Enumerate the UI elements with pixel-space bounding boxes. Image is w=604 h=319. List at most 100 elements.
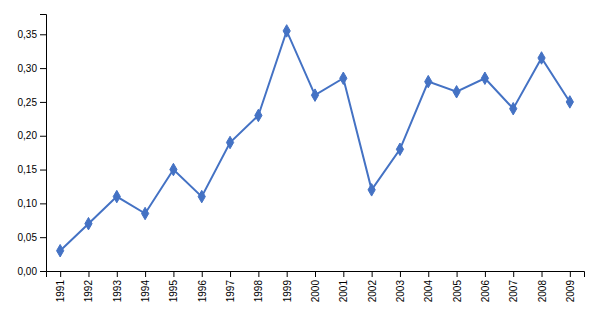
x-tick-label: 2008 — [537, 280, 548, 303]
y-tick-mark — [40, 271, 46, 272]
point — [283, 25, 290, 37]
x-tick: 1996 — [197, 271, 208, 302]
x-tick-mark — [513, 271, 514, 277]
x-tick-mark — [315, 271, 316, 277]
point — [57, 244, 64, 256]
point — [481, 72, 488, 84]
y-axis: 0,00 0,05 0,10 0,15 0,20 0,25 0,30 0,35 — [18, 15, 47, 277]
y-tick: 0,10 — [18, 198, 46, 209]
x-tick: 2008 — [537, 271, 548, 302]
x-tick: 1992 — [83, 271, 94, 302]
x-tick: 2007 — [508, 271, 519, 302]
x-tick-mark — [258, 271, 259, 277]
point — [198, 190, 205, 202]
y-tick: 0,20 — [18, 130, 46, 141]
x-tick-mark — [343, 271, 344, 277]
x-tick-mark — [400, 271, 401, 277]
x-tick-label: 1991 — [55, 280, 66, 303]
series — [57, 25, 574, 257]
y-tick: 0,15 — [18, 164, 46, 175]
y-tick-mark — [40, 102, 46, 103]
x-tick-label: 1994 — [140, 280, 151, 303]
x-tick: 1991 — [55, 271, 66, 302]
y-tick-label: 0,35 — [18, 29, 38, 40]
x-tick-mark — [173, 271, 174, 277]
x-tick-mark — [60, 271, 61, 277]
x-tick-label: 1992 — [83, 280, 94, 303]
x-axis: 1991 1992 1993 1994 1995 1996 1997 1998 1999 2000… — [47, 271, 585, 302]
x-tick: 2000 — [310, 271, 321, 302]
x-tick: 2002 — [367, 271, 378, 302]
x-tick-label: 1998 — [253, 280, 264, 303]
x-tick-label: 1999 — [282, 280, 293, 303]
point — [340, 72, 347, 84]
x-tick: 2006 — [480, 271, 491, 302]
x-tick-label: 1997 — [225, 280, 236, 303]
x-tick-label: 1995 — [168, 280, 179, 303]
y-tick-mark — [40, 68, 46, 69]
x-tick: 2003 — [395, 271, 406, 302]
x-tick: 2001 — [338, 271, 349, 302]
x-tick-label: 2000 — [310, 280, 321, 303]
y-tick-label: 0,05 — [18, 232, 38, 243]
x-tick-mark — [202, 271, 203, 277]
x-tick-label: 2004 — [423, 280, 434, 303]
y-tick-label: 0,10 — [18, 198, 38, 209]
x-tick-label: 1996 — [197, 280, 208, 303]
x-tick-label: 1993 — [112, 280, 123, 303]
x-tick: 1999 — [282, 271, 293, 302]
x-tick-label: 2005 — [452, 280, 463, 303]
x-tick-label: 2002 — [367, 280, 378, 303]
y-tick-mark — [40, 136, 46, 137]
x-tick-mark — [145, 271, 146, 277]
x-tick: 1994 — [140, 271, 151, 302]
point — [142, 207, 149, 219]
x-tick-mark — [428, 271, 429, 277]
x-tick: 2009 — [565, 271, 576, 302]
x-tick-mark — [372, 271, 373, 277]
point — [425, 75, 432, 87]
y-tick-label: 0,15 — [18, 164, 38, 175]
point — [226, 136, 233, 148]
x-axis-line — [47, 272, 585, 278]
x-tick-mark — [88, 271, 89, 277]
x-tick: 1997 — [225, 271, 236, 302]
x-tick: 1993 — [112, 271, 123, 302]
y-tick-mark — [40, 203, 46, 204]
x-tick: 2005 — [452, 271, 463, 302]
y-tick: 0,05 — [18, 232, 46, 243]
point — [311, 89, 318, 101]
point — [510, 102, 517, 114]
x-tick-label: 2003 — [395, 280, 406, 303]
chart: 1991 1992 1993 1994 1995 1996 1997 1998 1999 2000… — [0, 0, 604, 319]
plot: 1991 1992 1993 1994 1995 1996 1997 1998 1999 2000… — [18, 15, 585, 303]
y-tick: 0,25 — [18, 97, 46, 108]
y-tick: 0,30 — [18, 63, 46, 74]
x-tick-mark — [457, 271, 458, 277]
point — [396, 143, 403, 155]
x-tick-label: 2007 — [508, 280, 519, 303]
y-tick-label: 0,30 — [18, 63, 38, 74]
point — [255, 109, 262, 121]
point — [170, 163, 177, 175]
y-tick: 0,00 — [18, 266, 46, 277]
line — [60, 31, 570, 251]
y-axis-line — [40, 15, 47, 272]
x-tick-mark — [230, 271, 231, 277]
point — [113, 190, 120, 202]
point — [368, 184, 375, 196]
x-tick-label: 2001 — [338, 280, 349, 303]
point — [566, 96, 573, 108]
point — [453, 86, 460, 98]
point — [538, 52, 545, 64]
y-tick-mark — [40, 170, 46, 171]
x-tick: 2004 — [423, 271, 434, 302]
x-tick: 1995 — [168, 271, 179, 302]
y-tick-label: 0,20 — [18, 130, 38, 141]
y-tick: 0,35 — [18, 29, 46, 40]
x-tick-mark — [287, 271, 288, 277]
x-tick-mark — [485, 271, 486, 277]
x-tick-mark — [570, 271, 571, 277]
y-tick-label: 0,00 — [18, 266, 38, 277]
x-tick-mark — [542, 271, 543, 277]
